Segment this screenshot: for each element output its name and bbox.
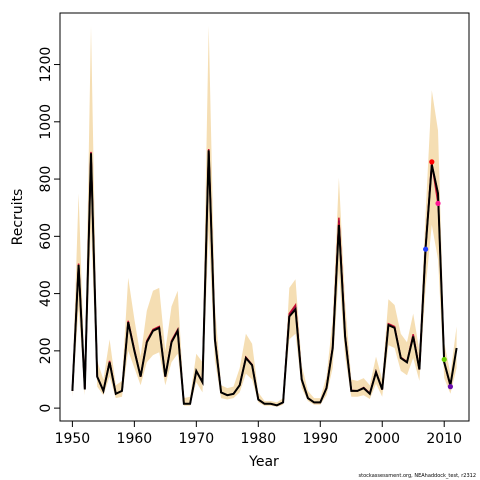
y-tick-label-600: 600 [38,223,54,250]
retrospective-endpoint-2 [429,159,435,165]
estimate-line-layer [71,150,458,407]
retrospective-line-3 [71,150,439,407]
retrospective-endpoint-5 [447,384,454,390]
x-axis-label: Year [248,454,279,470]
credit-text: stockassessment.org, NEAhaddock_test, r2… [359,473,476,479]
retrospective-lines-layer [71,148,452,407]
x-tick-label-1950: 1950 [55,431,91,447]
y-axis-label: Recruits [10,189,26,246]
x-tick-label-2010: 2010 [426,431,462,447]
retrospective-endpoint-1 [423,246,429,252]
x-tick-label-1970: 1970 [179,431,215,447]
x-tick-label-1980: 1980 [240,431,276,447]
x-axis: 1950 1960 1970 1980 1990 2000 2010 [55,421,462,447]
recruits-estimate-line [71,150,458,407]
y-tick-label-1000: 1000 [38,104,54,140]
y-axis: 0 200 400 600 800 1000 1200 [38,47,60,413]
y-tick-label-400: 400 [38,280,54,307]
x-tick-label-2000: 2000 [364,431,400,447]
retrospective-endpoint-3 [435,200,441,206]
y-tick-label-1200: 1200 [38,47,54,83]
terminal-points-layer [423,159,454,390]
y-tick-label-800: 800 [38,166,54,193]
plot-frame [59,12,470,422]
retrospective-endpoint-4 [441,356,447,363]
y-tick-label-200: 200 [38,337,54,364]
x-tick-label-1960: 1960 [117,431,153,447]
y-tick-label-0: 0 [38,404,54,413]
x-tick-label-1990: 1990 [302,431,338,447]
